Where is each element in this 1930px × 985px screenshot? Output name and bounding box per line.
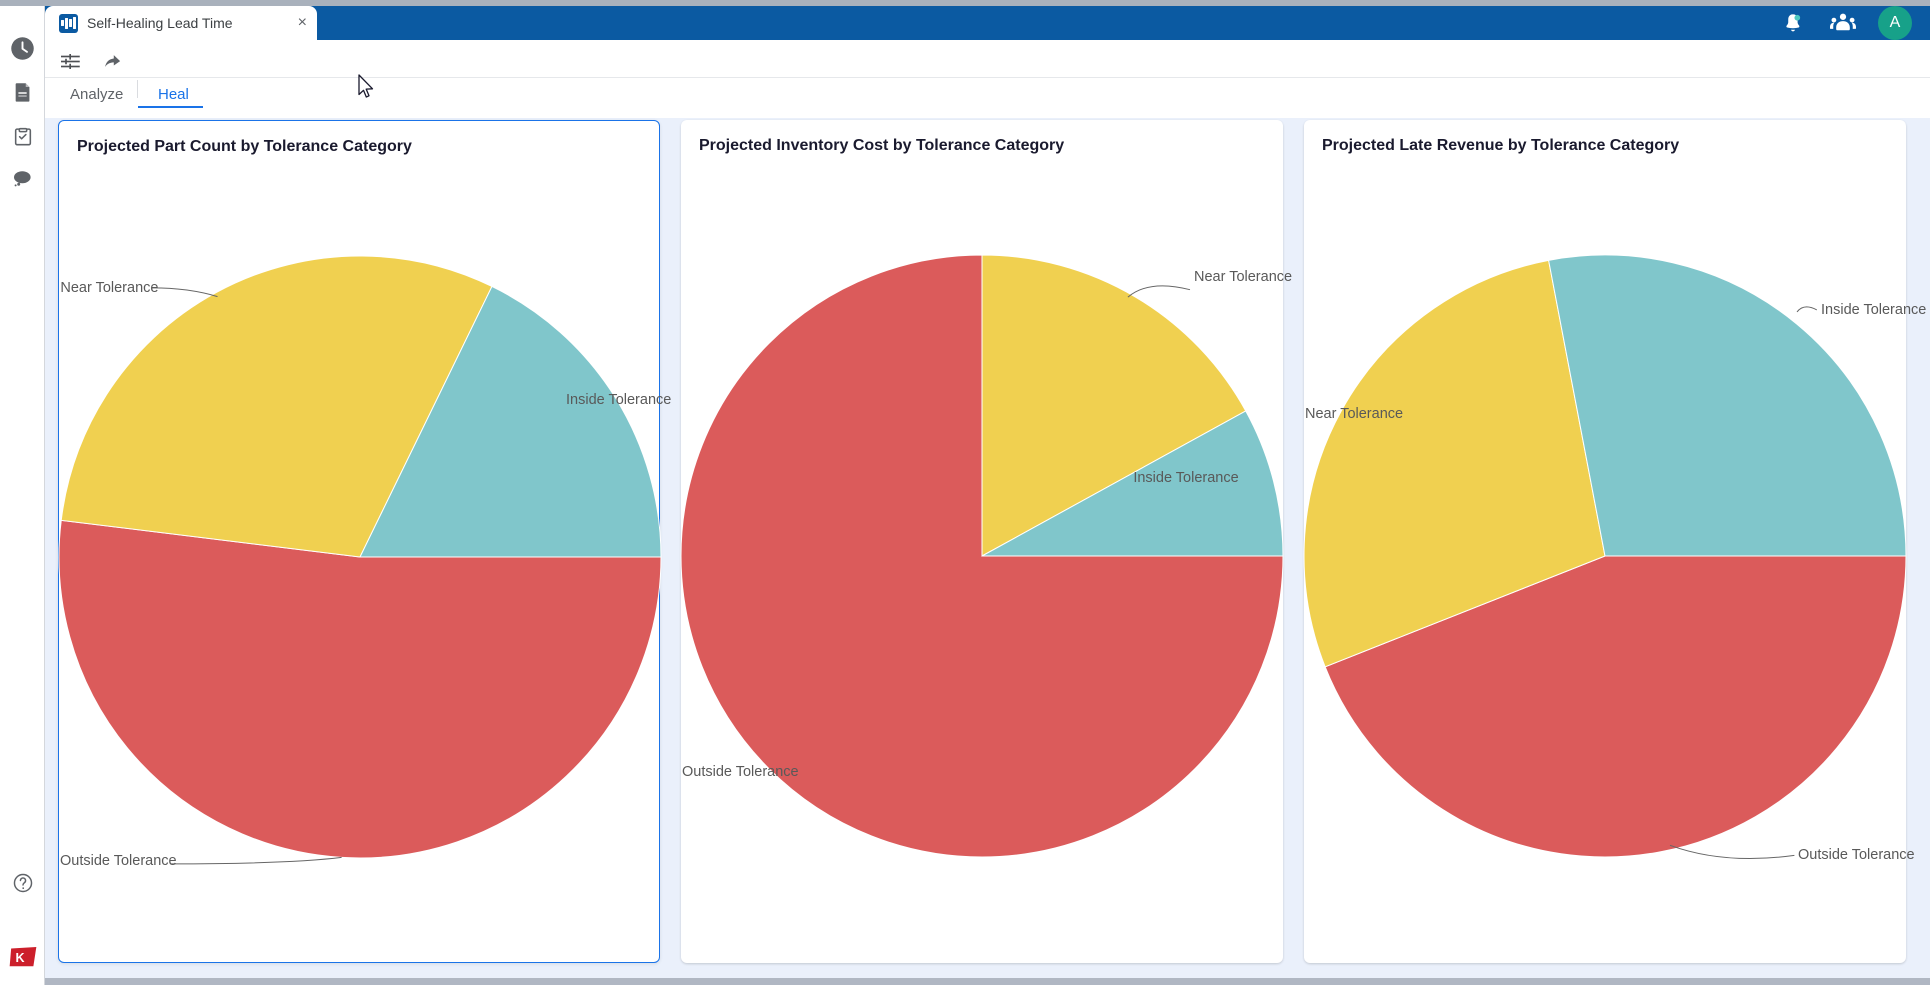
- svg-text:Inside Tolerance: Inside Tolerance: [1133, 470, 1238, 486]
- svg-text:Inside Tolerance: Inside Tolerance: [566, 392, 671, 408]
- svg-text:Near Tolerance: Near Tolerance: [60, 280, 158, 296]
- svg-text:Outside Tolerance: Outside Tolerance: [1798, 847, 1915, 863]
- svg-text:Near Tolerance: Near Tolerance: [1305, 406, 1403, 422]
- svg-text:Outside Tolerance: Outside Tolerance: [60, 853, 177, 869]
- svg-text:Near Tolerance: Near Tolerance: [1194, 269, 1292, 285]
- svg-text:Inside Tolerance: Inside Tolerance: [1821, 302, 1926, 318]
- svg-text:K: K: [15, 951, 24, 965]
- svg-text:Outside Tolerance: Outside Tolerance: [682, 764, 799, 780]
